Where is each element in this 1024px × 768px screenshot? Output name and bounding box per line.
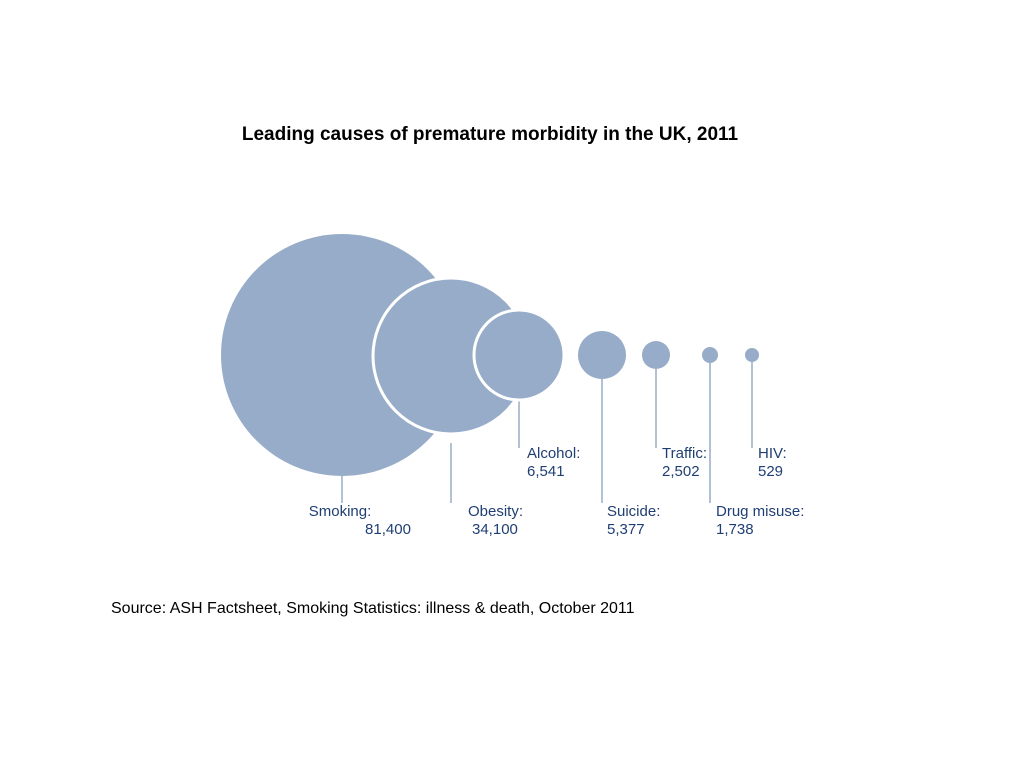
bubble-hiv	[745, 348, 759, 362]
bubble-drug-misuse	[702, 347, 718, 363]
bubble-alcohol	[472, 308, 566, 402]
value-label-suicide: 5,377	[607, 521, 645, 538]
leader-lines	[341, 362, 753, 503]
value-label-drug-misuse: 1,738	[716, 521, 754, 538]
label-alcohol: Alcohol:	[527, 445, 580, 462]
label-hiv: HIV:	[758, 445, 787, 462]
label-traffic: Traffic:	[662, 445, 707, 462]
bubble-labels: Smoking:81,400 Obesity:34,100 Alcohol:6,54…	[309, 445, 805, 538]
value-label-obesity: 34,100	[472, 521, 518, 538]
label-suicide: Suicide:	[607, 503, 660, 520]
label-obesity: Obesity:	[468, 503, 523, 520]
label-smoking: Smoking:	[309, 503, 372, 520]
source-note: Source: ASH Factsheet, Smoking Statistic…	[111, 600, 635, 617]
value-label-smoking: 81,400	[365, 521, 411, 538]
value-label-traffic: 2,502	[662, 463, 700, 480]
value-label-alcohol: 6,541	[527, 463, 565, 480]
chart-title: Leading causes of premature morbidity in…	[241, 124, 739, 145]
bubble-suicide	[578, 331, 626, 379]
bubbles	[221, 234, 759, 476]
bubble-traffic	[642, 341, 670, 369]
value-label-hiv: 529	[758, 463, 783, 480]
label-drug-misuse: Drug misuse:	[716, 503, 804, 520]
